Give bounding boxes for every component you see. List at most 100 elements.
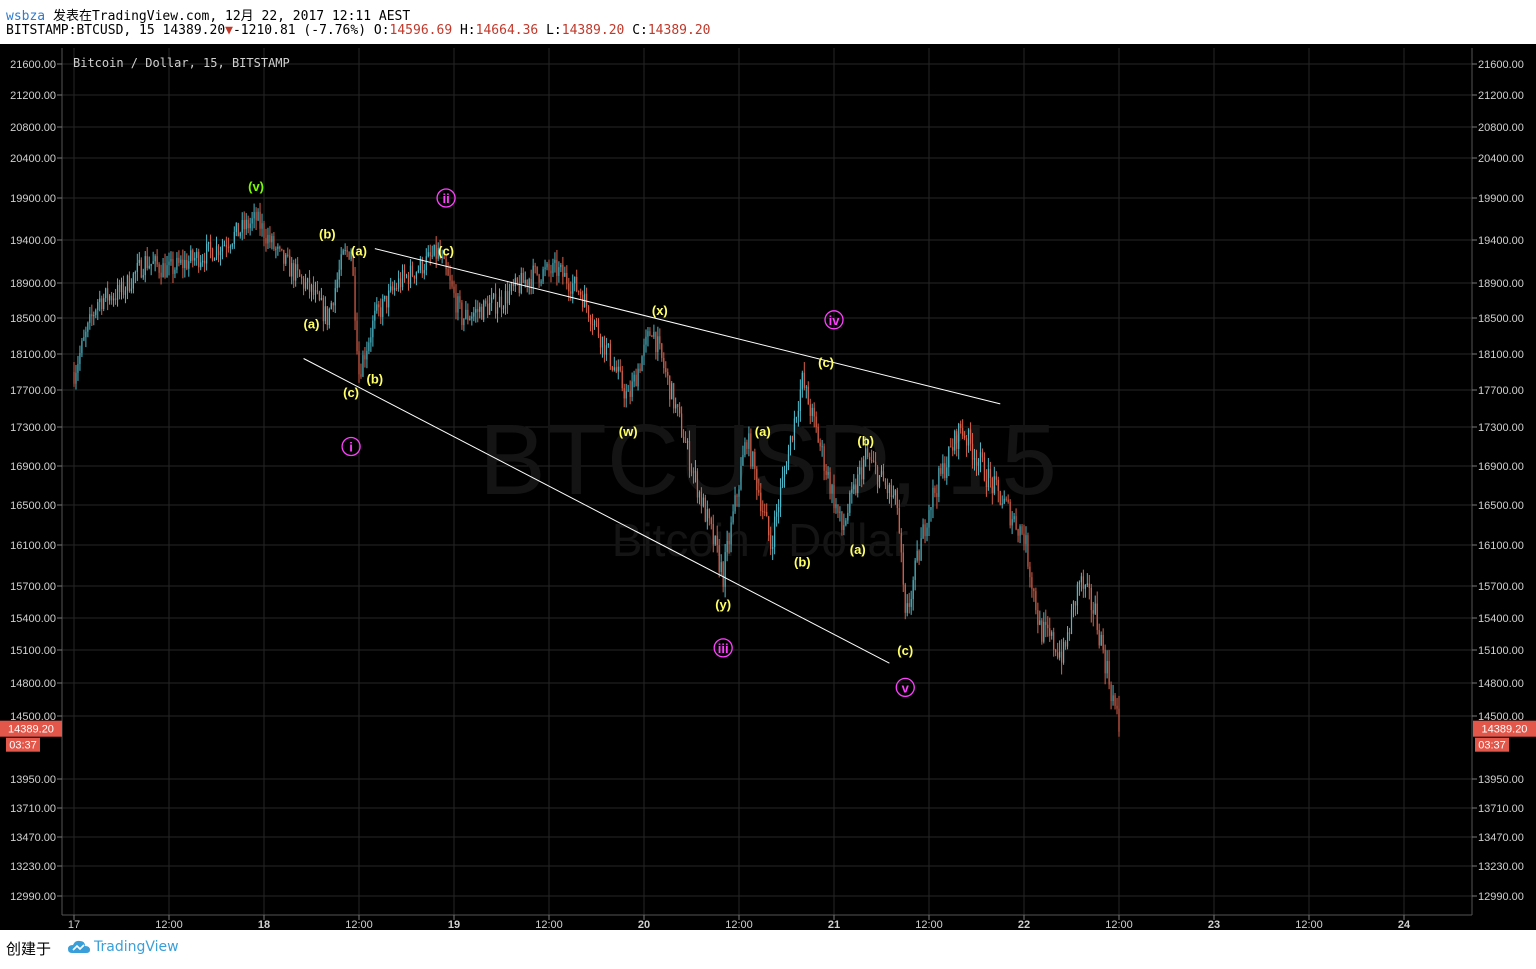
candle-body	[350, 251, 352, 260]
x-tick-label: 12:00	[915, 919, 943, 930]
candle-body	[910, 599, 912, 607]
candle-body	[1057, 652, 1059, 658]
y-tick-label: 13950.00	[10, 774, 56, 786]
channel-trendline	[374, 248, 1001, 405]
candle-body	[483, 300, 485, 320]
candle-body	[956, 431, 958, 449]
candle-body	[473, 312, 475, 317]
y-axis-left[interactable]: 21600.00 21200.00 20800.00 20400.00 19900.00…	[10, 59, 62, 903]
candle-body	[421, 258, 423, 274]
y-tick-label: 19400.00	[1478, 235, 1524, 247]
candle-body	[348, 251, 350, 260]
candle-body	[302, 278, 305, 289]
candle-body	[73, 372, 75, 384]
candle-body	[799, 389, 801, 411]
candle-body	[299, 270, 301, 277]
candle-body	[130, 288, 132, 292]
y-tick-label: 13710.00	[10, 803, 56, 815]
candle-body	[940, 468, 942, 474]
candle-body	[809, 404, 811, 416]
candle-body	[332, 303, 334, 306]
y-tick-label: 17700.00	[1478, 385, 1524, 397]
candle-body	[188, 261, 190, 269]
candle-body	[429, 252, 431, 257]
candle-body	[109, 295, 111, 301]
candle-body	[764, 511, 766, 513]
candle-body	[1098, 629, 1100, 646]
candle-body	[647, 331, 649, 337]
candle-body	[714, 535, 716, 545]
candle-body	[871, 460, 873, 462]
candle-body	[552, 262, 554, 274]
candle-body	[366, 350, 368, 360]
candle-body	[1082, 576, 1084, 589]
candle-body	[1027, 535, 1029, 567]
candle-body	[233, 231, 235, 244]
candle-body	[732, 511, 734, 523]
candle-body	[954, 431, 956, 451]
trendlines[interactable]	[303, 248, 1001, 664]
candle-body	[93, 315, 95, 317]
x-tick-label: 12:00	[345, 919, 373, 930]
countdown-badge	[6, 737, 40, 752]
candle-body	[134, 271, 136, 274]
candle-body	[847, 512, 849, 521]
candle-body	[178, 257, 180, 263]
candle-body	[570, 291, 572, 294]
wave-circle	[713, 638, 733, 658]
price-chart[interactable]: BTCUSD, 15 Bitcoin / Dollar (v) (b) (a) (a)…	[0, 44, 1536, 930]
candle-body	[813, 407, 815, 417]
y-tick-label: 14800.00	[1478, 678, 1524, 690]
candle-body	[750, 433, 752, 467]
candle-body	[1047, 624, 1049, 629]
candle-body	[936, 493, 938, 497]
candle-body	[1102, 634, 1104, 650]
x-tick-label: 22	[1018, 919, 1030, 930]
wave-label: (v)	[248, 179, 264, 194]
wave-label: (b)	[319, 226, 336, 241]
candle-body	[496, 307, 499, 314]
candle-body	[627, 390, 629, 392]
candle-body	[360, 374, 362, 377]
candle-body	[673, 383, 675, 409]
y-axis-right[interactable]: 21600.00 21200.00 20800.00 20400.00 19900.00…	[1472, 59, 1524, 903]
candle-body	[386, 295, 388, 308]
candle-body	[742, 455, 744, 466]
candle-body	[447, 269, 449, 276]
candle-body	[821, 446, 823, 448]
candle-body	[390, 286, 392, 291]
candle-body	[752, 451, 754, 467]
username-link[interactable]: wsbza	[6, 9, 46, 24]
x-tick-label: 20	[638, 919, 650, 930]
y-tick-label: 15100.00	[10, 645, 56, 657]
candle-body	[688, 441, 691, 471]
candle-body	[997, 479, 999, 491]
candle-body	[479, 306, 481, 312]
candle-body	[136, 262, 138, 272]
candle-body	[720, 562, 722, 572]
candle-body	[320, 297, 322, 300]
candle-body	[83, 337, 85, 341]
candle-body	[467, 309, 469, 320]
y-tick-label: 17700.00	[10, 385, 56, 397]
candle-body	[591, 324, 594, 326]
candle-body	[718, 545, 720, 572]
candle-body	[293, 263, 295, 281]
published-text: 发表在TradingView.com, 12月 22, 2017 12:11 A…	[52, 9, 411, 24]
y-tick-label: 15700.00	[1478, 581, 1524, 593]
wave-label: i	[349, 440, 353, 455]
y-tick-label: 20800.00	[1478, 122, 1524, 134]
candle-body	[1064, 641, 1067, 647]
candle-body	[498, 296, 501, 308]
tradingview-link[interactable]: TradingView	[68, 939, 179, 955]
candle-body	[140, 259, 142, 278]
candle-body	[500, 296, 503, 310]
candle-body	[837, 504, 839, 513]
x-tick-label: 19	[448, 919, 460, 930]
candle-body	[791, 436, 794, 441]
candle-body	[457, 296, 459, 313]
candle-body	[663, 357, 665, 369]
x-axis[interactable]: 17 12:00 18 12:00 19 12:00 20 12:00 21 12:00 22 12:…	[68, 915, 1411, 930]
candle-body	[87, 322, 89, 332]
candle-body	[639, 368, 641, 372]
